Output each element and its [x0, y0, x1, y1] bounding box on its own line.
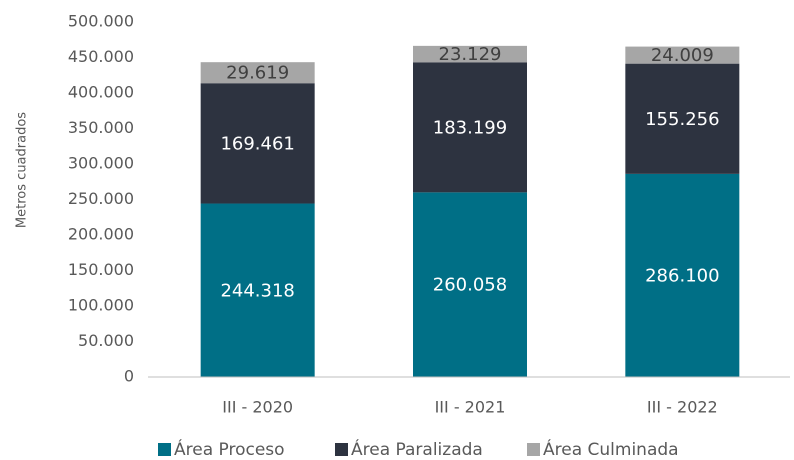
- y-axis-label: Metros cuadrados: [15, 112, 30, 228]
- legend-label: Área Culminada: [543, 438, 679, 460]
- y-tick-label: 500.000: [68, 12, 134, 31]
- legend-label: Área Paralizada: [351, 438, 483, 460]
- y-tick-label: 250.000: [68, 189, 134, 208]
- data-label: 244.318: [220, 280, 294, 301]
- y-tick-label: 300.000: [68, 154, 134, 173]
- y-tick-label: 100.000: [68, 296, 134, 315]
- data-label: 169.461: [220, 133, 294, 154]
- y-tick-label: 50.000: [78, 331, 134, 350]
- data-label: 23.129: [439, 44, 502, 65]
- bar-segment: [625, 46, 740, 64]
- data-label: 183.199: [433, 117, 507, 138]
- bar-segment: [625, 63, 740, 174]
- data-label: 260.058: [433, 275, 507, 296]
- data-label: 155.256: [645, 109, 719, 130]
- y-tick-label: 450.000: [68, 47, 134, 66]
- x-tick-label: III - 2022: [647, 398, 718, 417]
- data-label: 286.100: [645, 265, 719, 286]
- y-tick-label: 350.000: [68, 118, 134, 137]
- y-tick-label: 0: [124, 367, 134, 386]
- x-tick-label: III - 2020: [222, 398, 293, 417]
- y-tick-label: 150.000: [68, 260, 134, 279]
- legend-swatch: [527, 443, 540, 456]
- bar-segment: [413, 192, 527, 377]
- legend-swatch: [158, 443, 171, 456]
- bar-segment: [200, 62, 315, 84]
- legend-swatch: [335, 443, 348, 456]
- bar-segment: [200, 83, 315, 204]
- bar-segment: [413, 45, 527, 63]
- y-tick-label: 200.000: [68, 225, 134, 244]
- legend-label: Área Proceso: [174, 438, 285, 460]
- y-tick-label: 400.000: [68, 83, 134, 102]
- bar-segment: [625, 173, 740, 377]
- data-label: 24.009: [651, 45, 714, 66]
- bar-segment: [200, 203, 315, 377]
- data-label: 29.619: [226, 63, 289, 84]
- x-tick-label: III - 2021: [435, 398, 506, 417]
- bar-segment: [413, 62, 527, 193]
